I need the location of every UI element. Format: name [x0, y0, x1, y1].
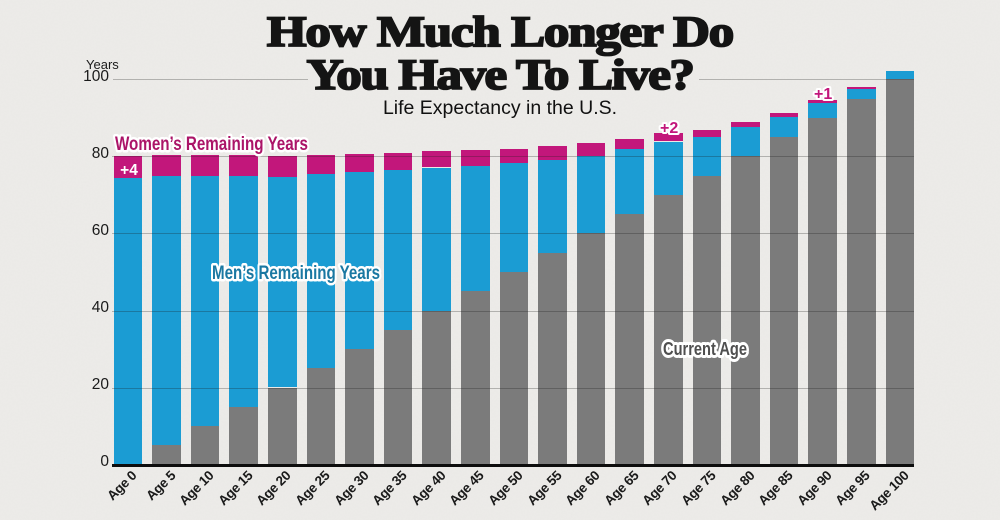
svg-text:Current Age: Current Age — [663, 339, 747, 359]
svg-text:Women’s Remaining Years: Women’s Remaining Years — [115, 134, 308, 155]
svg-text:+1: +1 — [814, 86, 832, 103]
svg-text:Men’s Remaining Years: Men’s Remaining Years — [212, 263, 380, 284]
svg-text:+2: +2 — [660, 120, 678, 137]
